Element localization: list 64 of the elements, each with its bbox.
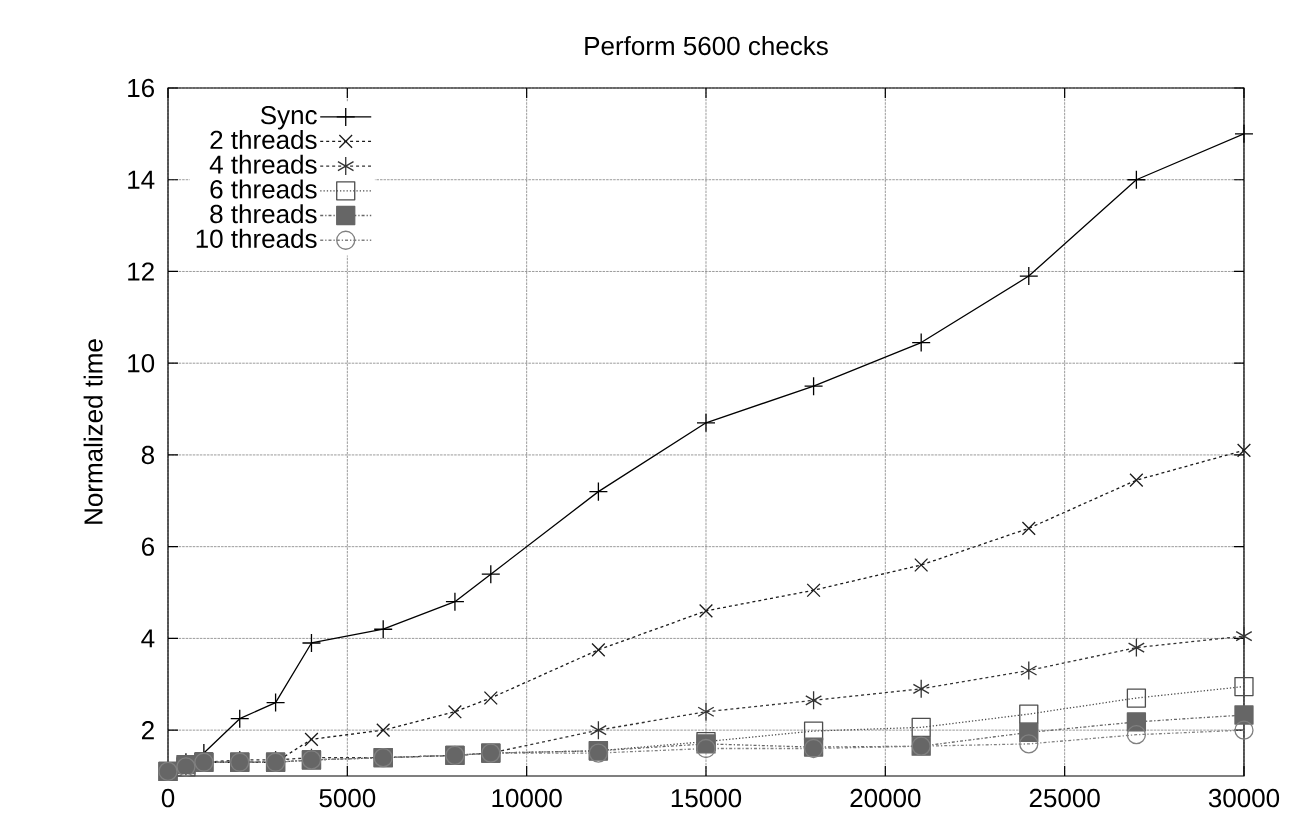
point — [806, 583, 821, 598]
y-tick-label: 2 — [141, 721, 154, 740]
point — [911, 717, 931, 738]
point — [1127, 637, 1145, 658]
point — [1236, 443, 1251, 458]
legend-label: 2 threads — [210, 129, 317, 150]
point — [803, 376, 824, 396]
x-tick-label: 25000 — [1029, 788, 1100, 808]
point — [696, 413, 716, 433]
legend-label: 4 threads — [209, 154, 317, 174]
y-tick-label: 8 — [141, 445, 154, 465]
x-tick-label: 5000 — [319, 788, 376, 808]
y-tick-label: 4 — [141, 629, 155, 648]
point — [304, 732, 319, 747]
point — [481, 564, 501, 584]
y-tick-label: 14 — [128, 170, 155, 189]
point — [1126, 725, 1147, 745]
point — [447, 704, 462, 719]
point — [591, 642, 606, 657]
point — [483, 691, 498, 706]
point — [696, 738, 716, 759]
legend-label: 6 threads — [210, 179, 317, 199]
point — [373, 619, 393, 639]
point — [912, 679, 930, 699]
point — [1126, 170, 1147, 190]
point — [911, 332, 931, 353]
x-tick-label: 15000 — [671, 788, 742, 808]
point — [588, 481, 609, 502]
x-tick-label: 0 — [161, 788, 175, 808]
point — [301, 633, 322, 653]
point — [1235, 626, 1253, 646]
point — [376, 723, 391, 738]
chart-title: Perform 5600 checks — [585, 36, 828, 56]
point — [1019, 704, 1039, 724]
point — [1020, 660, 1038, 681]
point — [265, 692, 286, 713]
point — [589, 720, 607, 740]
point — [698, 603, 714, 618]
legend-label: 8 threads — [210, 204, 317, 224]
y-tick-label: 10 — [128, 353, 155, 373]
point — [1021, 521, 1036, 536]
point — [697, 702, 715, 722]
legend-label: Sync — [260, 105, 317, 130]
point — [805, 690, 823, 710]
point — [1019, 266, 1039, 286]
y-tick-label: 6 — [142, 537, 154, 556]
x-tick-label: 10000 — [492, 788, 562, 808]
point — [1234, 705, 1254, 725]
y-tick-label: 12 — [128, 262, 154, 281]
point — [1126, 712, 1147, 732]
point — [230, 709, 250, 729]
point — [1234, 676, 1254, 697]
y-axis-title: Normalized time — [83, 339, 103, 524]
x-tick-label: 20000 — [850, 788, 921, 808]
point — [445, 592, 465, 612]
point — [1126, 688, 1147, 708]
point — [1129, 473, 1144, 488]
point — [1019, 734, 1039, 754]
point — [1234, 720, 1254, 740]
x-tick-label: 30000 — [1208, 788, 1280, 808]
legend-label: 10 threads — [196, 228, 317, 248]
y-tick-label: 16 — [128, 78, 154, 98]
point — [1234, 124, 1254, 144]
point — [914, 558, 929, 573]
